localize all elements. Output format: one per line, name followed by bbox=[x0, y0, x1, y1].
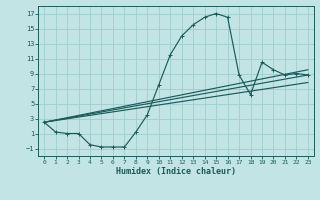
X-axis label: Humidex (Indice chaleur): Humidex (Indice chaleur) bbox=[116, 167, 236, 176]
